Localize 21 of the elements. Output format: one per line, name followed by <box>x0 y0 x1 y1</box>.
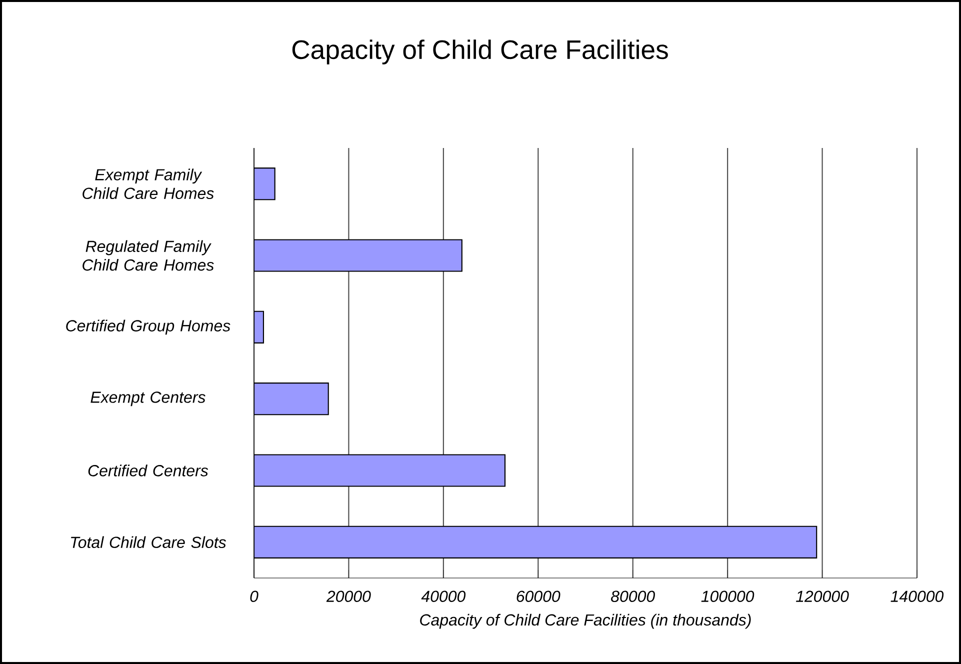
x-tick-label: 100000 <box>701 590 754 602</box>
y-tick-label: Certified Centers <box>88 464 208 476</box>
chart-title: Capacity of Child Care Facilities <box>292 40 668 64</box>
bar <box>254 239 462 272</box>
x-tick-label: 0 <box>250 590 258 602</box>
x-tick-label: 140000 <box>890 590 944 602</box>
bar <box>254 454 506 487</box>
x-tick-label: 60000 <box>516 590 560 602</box>
x-tick-label: 120000 <box>796 590 849 602</box>
bar <box>254 526 818 558</box>
y-tick-label: Regulated Family Child Care Homes <box>82 240 214 271</box>
x-axis-title: Capacity of Child Care Facilities (in thousands) <box>420 614 751 629</box>
y-tick-label: Exempt Family Child Care Homes <box>82 168 214 200</box>
y-tick-label: Certified Group Homes <box>66 320 230 335</box>
y-tick-label: Exempt Centers <box>90 392 206 406</box>
y-tick-label: Total Child Care Slots <box>71 536 226 548</box>
bar <box>254 382 329 416</box>
x-tick-label: 80000 <box>611 590 655 602</box>
x-tick-label: 20000 <box>326 590 371 602</box>
x-tick-label: 40000 <box>421 590 466 602</box>
bar <box>254 168 276 200</box>
